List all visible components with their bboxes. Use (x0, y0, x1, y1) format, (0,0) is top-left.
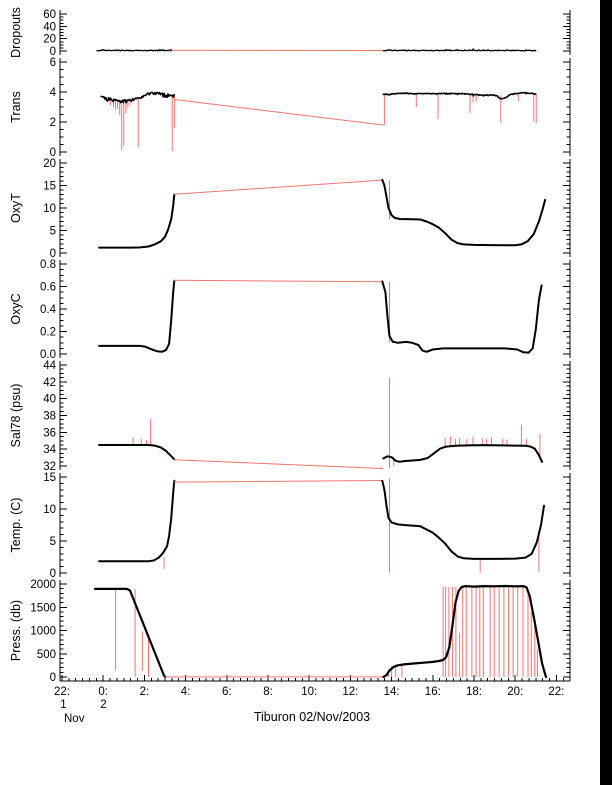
y-tick-label: 0.2 (40, 327, 56, 339)
panel-oxyc: 0.0 0.2 0.4 0.6 0.8 (40, 259, 571, 361)
x-tick-label: 6: (222, 686, 232, 698)
y-tick-label: 2000 (30, 579, 56, 591)
gap-line (173, 99, 384, 126)
y-tick-label: 0 (50, 147, 56, 159)
data-series (381, 280, 543, 354)
data-series (98, 193, 176, 249)
data-series (93, 587, 167, 679)
y-tick-label: 40 (43, 394, 56, 406)
panel-temp-c: 0 5 10 15 (43, 472, 571, 580)
data-series (382, 48, 537, 52)
y-tick-label: 20 (43, 34, 56, 46)
data-series (382, 444, 543, 463)
y-tick-label: 4 (50, 87, 57, 99)
x-tick-label: 22: (54, 686, 70, 698)
y-tick-label: 0.6 (40, 282, 56, 294)
gap-line (173, 179, 383, 195)
y-axis-title-oxyc: OxyC (9, 293, 23, 324)
data-series (98, 479, 176, 563)
y-tick-label: 0.0 (40, 349, 56, 361)
x-tick-label: 14: (384, 686, 400, 698)
y-tick-label: 10 (43, 203, 56, 215)
panel-sal78-psu: 32 34 36 38 40 42 44 (43, 360, 571, 473)
y-axis-title-sal78: Sal78 (psu) (9, 384, 23, 448)
y-axis-title-trans: Trans (9, 91, 23, 123)
y-tick-label: 6 (50, 57, 56, 69)
x-tick-label: 12: (342, 686, 358, 698)
y-tick-label: 60 (43, 9, 56, 21)
y-tick-label: 1000 (30, 626, 56, 638)
y-tick-label: 5 (50, 226, 56, 238)
y-tick-label: 15 (43, 472, 56, 484)
y-tick-label: 0 (50, 46, 56, 58)
x-tick-label: 20: (507, 686, 523, 698)
data-series (96, 48, 172, 52)
gap-line (173, 459, 383, 469)
y-axis-title-dropouts: Dropouts (9, 7, 23, 58)
y-axis-title-oxyt: OxyT (9, 193, 23, 223)
chart-title: Tiburon 02/Nov/2003 (254, 710, 370, 724)
data-series (382, 584, 548, 679)
y-axis-title-press: Press. (db) (9, 600, 23, 661)
y-tick-label: 15 (43, 181, 56, 193)
x-tick-label: 18: (466, 686, 482, 698)
x-tick-label: 4: (181, 686, 191, 698)
panel-oxyt: 0 5 10 15 20 (43, 158, 571, 260)
y-tick-label: 44 (43, 360, 56, 372)
x-tick-label: 8: (263, 686, 273, 698)
x-tick-label: 16: (425, 686, 441, 698)
gap-line (173, 279, 383, 283)
y-tick-label: 0 (50, 672, 56, 684)
y-tick-label: 0 (50, 248, 56, 260)
x-tick-label: 2: (140, 686, 150, 698)
data-series (98, 444, 176, 461)
y-tick-label: 34 (43, 444, 56, 456)
y-tick-label: 38 (43, 411, 56, 423)
y-tick-label: 0.8 (40, 259, 56, 271)
y-tick-label: 42 (43, 377, 56, 389)
x-tick-label: 10: (301, 686, 317, 698)
day-label-2: 2 (100, 699, 106, 711)
y-tick-label: 0 (50, 568, 56, 580)
data-series (381, 178, 547, 247)
y-tick-label: 500 (37, 649, 56, 661)
y-tick-label: 10 (43, 504, 56, 516)
y-tick-label: 32 (43, 461, 56, 473)
y-tick-label: 2 (50, 117, 56, 129)
y-tick-label: 1500 (30, 602, 56, 614)
y-axis-title-temp: Temp. (C) (9, 498, 23, 553)
y-tick-label: 5 (50, 536, 56, 548)
data-series (381, 479, 545, 560)
y-tick-label: 20 (43, 158, 56, 170)
x-tick-label: 22: (548, 686, 564, 698)
chart-layer: 02040600246051015200.00.20.40.60.8323436… (30, 9, 571, 698)
data-series (98, 279, 176, 353)
month-label: Nov (64, 713, 85, 725)
y-tick-label: 0.4 (40, 304, 57, 316)
y-tick-label: 40 (43, 21, 56, 33)
data-series (100, 91, 176, 104)
data-series (382, 91, 537, 100)
day-label-1: 1 (60, 699, 66, 711)
x-axis: 22: 0: 2: 4: 6: 8: 10: 12: 14: 16: 18: 20: 22: (54, 675, 570, 698)
x-tick-label: 0: (98, 686, 108, 698)
right-black-strip (600, 0, 612, 785)
panel-press-db: 0 500 1000 1500 2000 22: 0: 2: 4: 6: 8: 10: 12: 14: 16… (30, 579, 571, 698)
panel-trans: 0 2 4 6 (50, 57, 571, 159)
y-tick-label: 36 (43, 427, 56, 439)
gap-line (173, 480, 383, 483)
